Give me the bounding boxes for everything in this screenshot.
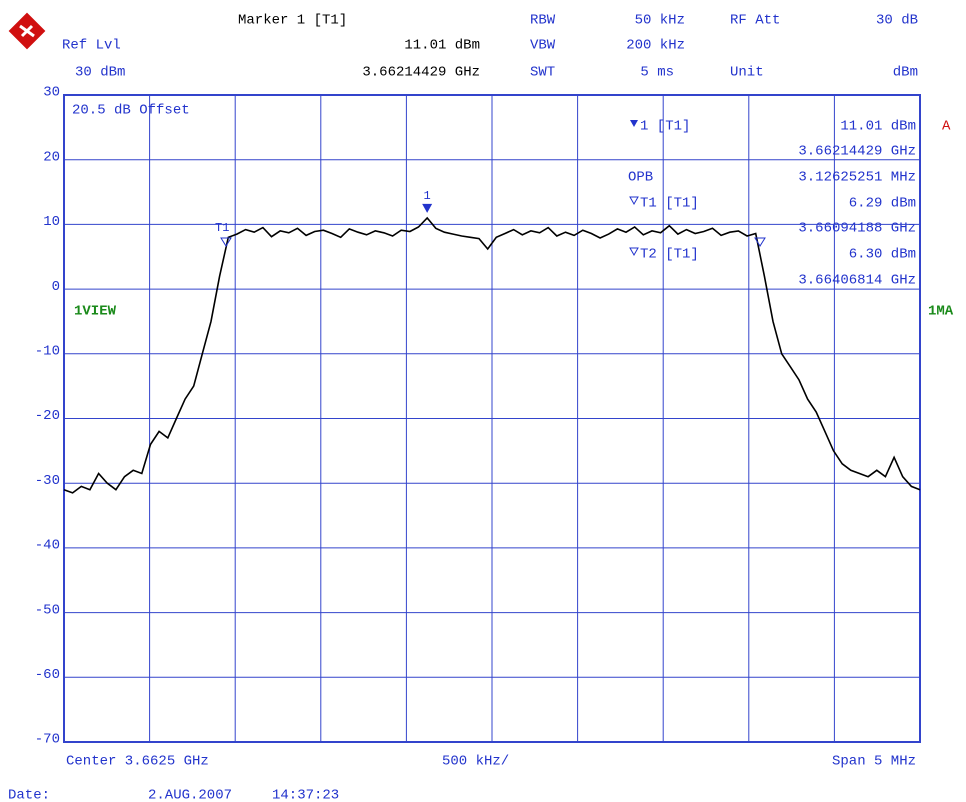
t1-level: 6.29 dBm <box>849 196 916 212</box>
rbw-label: RBW <box>530 13 556 29</box>
time: 14:37:23 <box>272 788 339 802</box>
y-tick-label: -20 <box>35 408 60 424</box>
y-tick-label: 0 <box>52 279 60 295</box>
y-tick-label: 10 <box>43 214 60 230</box>
trace-a: A <box>942 119 951 135</box>
date: 2.AUG.2007 <box>148 788 232 802</box>
t1-icon <box>629 196 639 206</box>
unit-value: dBm <box>893 65 918 81</box>
opb-label: OPB <box>628 170 653 186</box>
opb-value: 3.12625251 MHz <box>798 170 916 186</box>
logo <box>8 12 46 50</box>
marker-1-tag: 1 <box>424 189 431 203</box>
m1-freq: 3.66214429 GHz <box>798 144 916 160</box>
t2-freq: 3.66406814 GHz <box>798 273 916 289</box>
y-tick-label: 20 <box>43 149 60 165</box>
t1-marker <box>220 237 232 247</box>
y-tick-label: -60 <box>35 667 60 683</box>
offset: 20.5 dB Offset <box>72 103 190 119</box>
m1-level: 11.01 dBm <box>840 119 916 135</box>
y-tick-label: -70 <box>35 732 60 748</box>
t1-label: T1 [T1] <box>640 196 699 212</box>
marker-1 <box>422 203 433 213</box>
marker-title: Marker 1 [T1] <box>238 13 347 29</box>
division: 500 kHz/ <box>442 754 509 770</box>
view-label: 1VIEW <box>74 304 117 320</box>
center: Center 3.6625 GHz <box>66 754 209 770</box>
marker-level: 11.01 dBm <box>404 38 480 54</box>
swt-value: 5 ms <box>640 65 674 81</box>
t2-label: T2 [T1] <box>640 247 699 263</box>
mode-label: 1MA <box>928 304 954 320</box>
rbw-value: 50 kHz <box>635 13 685 29</box>
ref-label: Ref Lvl <box>62 38 121 54</box>
y-tick-label: -10 <box>35 344 60 360</box>
vbw-label: VBW <box>530 38 556 54</box>
t2-marker <box>754 237 766 247</box>
t1-tag: T1 <box>215 221 229 235</box>
att-value: 30 dB <box>876 13 918 29</box>
marker-1-icon <box>630 120 638 127</box>
y-tick-label: -50 <box>35 602 60 618</box>
ref-value: 30 dBm <box>75 65 125 81</box>
y-tick-label: -40 <box>35 538 60 554</box>
y-tick-label: -30 <box>35 473 60 489</box>
t1-freq: 3.66094188 GHz <box>798 221 916 237</box>
m1-label: 1 [T1] <box>640 119 690 135</box>
unit-label: Unit <box>730 65 764 81</box>
y-tick-label: 30 <box>43 85 60 101</box>
t2-icon <box>629 247 639 257</box>
trace <box>63 216 921 494</box>
att-label: RF Att <box>730 13 780 29</box>
span: Span 5 MHz <box>832 754 916 770</box>
swt-label: SWT <box>530 65 555 81</box>
date-label: Date: <box>8 788 50 802</box>
vbw-value: 200 kHz <box>626 38 685 54</box>
t2-level: 6.30 dBm <box>849 247 916 263</box>
marker-freq: 3.66214429 GHz <box>362 65 480 81</box>
